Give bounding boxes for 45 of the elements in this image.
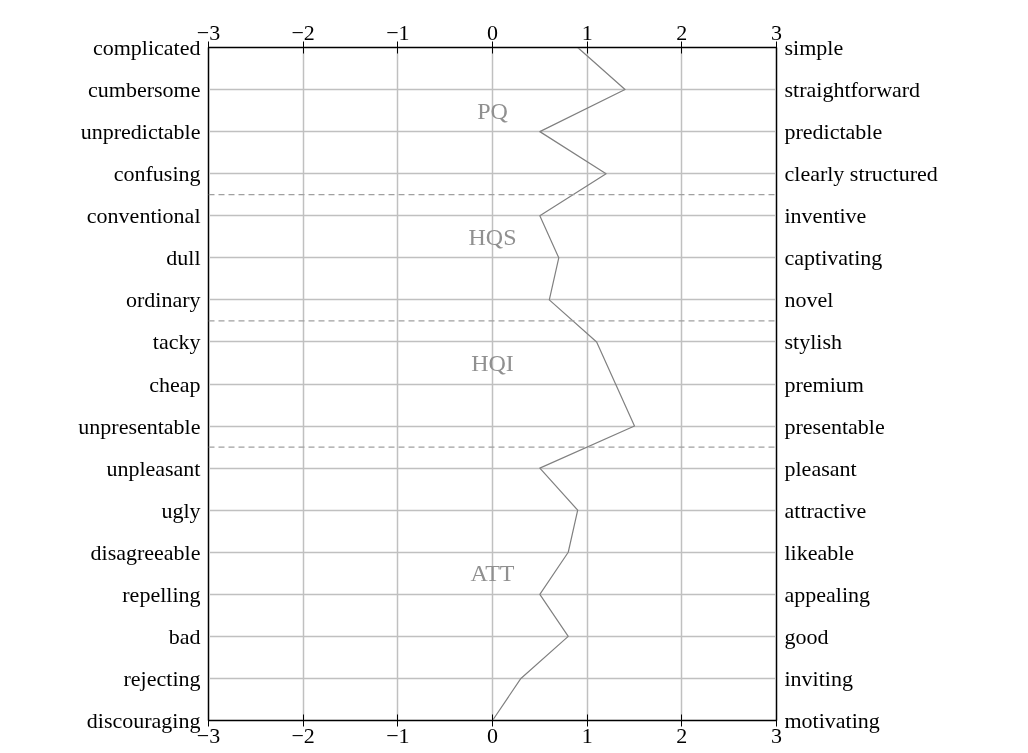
y-tick-label: dull xyxy=(166,245,201,271)
x-tick-label: −2 xyxy=(291,19,315,45)
y2-tick-label: presentable xyxy=(784,413,885,439)
y2-tick-label: novel xyxy=(784,287,834,313)
x-tick-label: 0 xyxy=(487,19,498,45)
y-tick-label: ugly xyxy=(161,497,201,523)
y2-tick-label: clearly structured xyxy=(784,161,938,187)
y2-tick-label: premium xyxy=(784,371,864,397)
y2-tick-label: likeable xyxy=(784,539,855,565)
y2-tick-label: captivating xyxy=(784,245,883,271)
y-tick-label: cheap xyxy=(149,371,201,397)
y-tick-label: tacky xyxy=(152,329,201,355)
y-tick-label: confusing xyxy=(113,161,201,187)
y-tick-label: ordinary xyxy=(125,287,201,313)
y2-tick-label: attractive xyxy=(784,497,867,523)
y2-tick-label: inventive xyxy=(784,203,867,229)
y-tick-label: rejecting xyxy=(123,665,201,691)
y-tick-label: repelling xyxy=(122,581,201,607)
x2-tick-label: 1 xyxy=(581,722,593,748)
y2-tick-label: good xyxy=(784,623,829,649)
x2-tick-label: 2 xyxy=(676,722,688,748)
y2-tick-label: simple xyxy=(784,35,844,60)
x-tick-label: −1 xyxy=(386,19,410,45)
x-tick-label: 1 xyxy=(581,19,593,45)
y2-tick-label: appealing xyxy=(784,581,871,607)
y-tick-label: cumbersome xyxy=(88,77,201,103)
y2-tick-label: pleasant xyxy=(784,455,857,481)
y2-tick-label: inviting xyxy=(784,665,853,691)
y-tick-label: unpredictable xyxy=(80,119,201,145)
y-tick-label: unpleasant xyxy=(106,455,201,481)
y2-tick-label: predictable xyxy=(784,119,883,145)
y2-tick-label: straightforward xyxy=(784,77,921,103)
x2-tick-label: −2 xyxy=(291,722,315,748)
x2-tick-label: −1 xyxy=(386,722,410,748)
y-tick-label: complicated xyxy=(92,35,201,60)
x-tick-label: 2 xyxy=(676,19,688,45)
y-tick-label: bad xyxy=(168,623,201,649)
y2-tick-label: motivating xyxy=(784,708,880,733)
y-tick-label: conventional xyxy=(86,203,201,229)
x2-tick-label: 3 xyxy=(771,722,782,748)
x-tick-label: 3 xyxy=(771,19,782,45)
y-tick-label: unpresentable xyxy=(78,413,201,439)
x2-tick-label: 0 xyxy=(487,722,498,748)
y2-tick-label: stylish xyxy=(784,329,842,355)
y-tick-label: disagreeable xyxy=(90,539,201,565)
